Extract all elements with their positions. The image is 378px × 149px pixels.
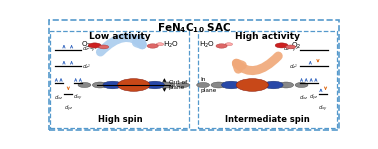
Circle shape [211, 82, 226, 88]
Text: $d_{xy}$: $d_{xy}$ [73, 93, 83, 103]
FancyBboxPatch shape [49, 20, 339, 130]
Circle shape [118, 79, 150, 91]
Circle shape [264, 81, 283, 89]
Circle shape [88, 43, 101, 48]
Text: $d_{xz}$: $d_{xz}$ [54, 93, 64, 102]
Text: $\mathrm{H_2O}$: $\mathrm{H_2O}$ [200, 40, 216, 50]
FancyArrowPatch shape [236, 56, 278, 71]
Text: $\mathrm{O_2}$: $\mathrm{O_2}$ [81, 40, 92, 50]
Text: $d_{yz}$: $d_{yz}$ [309, 93, 318, 103]
FancyArrowPatch shape [101, 37, 142, 52]
Circle shape [222, 81, 241, 89]
Text: $\mathrm{O_2}$: $\mathrm{O_2}$ [291, 41, 302, 51]
Text: $d_{z^2}$: $d_{z^2}$ [290, 62, 299, 70]
Circle shape [160, 82, 175, 88]
Circle shape [177, 83, 189, 87]
Text: $d_{z^2\!\!-\!\!y^2}$: $d_{z^2\!\!-\!\!y^2}$ [283, 45, 299, 55]
Text: $\mathbf{FeN_4C_{10}\ SAC}$: $\mathbf{FeN_4C_{10}\ SAC}$ [156, 21, 231, 35]
Circle shape [156, 43, 164, 46]
Circle shape [78, 83, 91, 87]
Circle shape [236, 79, 268, 91]
Text: High spin: High spin [98, 115, 142, 124]
Circle shape [103, 81, 122, 89]
Text: plane: plane [169, 85, 185, 90]
Text: $d_{z^2}$: $d_{z^2}$ [82, 62, 91, 70]
Circle shape [147, 44, 158, 48]
FancyBboxPatch shape [50, 31, 189, 128]
Text: Out of: Out of [169, 80, 187, 85]
Text: In: In [200, 77, 206, 82]
Text: High activity: High activity [235, 32, 300, 41]
Text: Low activity: Low activity [89, 32, 151, 41]
Text: $d_{yz}$: $d_{yz}$ [64, 103, 73, 114]
Circle shape [275, 43, 288, 48]
Text: $d_{xz}$: $d_{xz}$ [299, 93, 309, 102]
Circle shape [99, 45, 109, 49]
FancyBboxPatch shape [198, 31, 337, 128]
Text: $d_{xy}$: $d_{xy}$ [318, 103, 328, 114]
Circle shape [92, 82, 108, 88]
Circle shape [278, 82, 294, 88]
Text: $d_{z^2\!\!-\!\!y^2}$: $d_{z^2\!\!-\!\!y^2}$ [82, 45, 98, 55]
Text: $\mathrm{H_2O}$: $\mathrm{H_2O}$ [163, 40, 179, 50]
Circle shape [216, 44, 227, 48]
Circle shape [295, 83, 308, 87]
Text: Intermediate spin: Intermediate spin [225, 115, 310, 124]
Circle shape [286, 45, 296, 49]
Circle shape [145, 81, 164, 89]
Text: plane: plane [200, 88, 217, 93]
Circle shape [225, 43, 232, 46]
Circle shape [197, 83, 209, 87]
